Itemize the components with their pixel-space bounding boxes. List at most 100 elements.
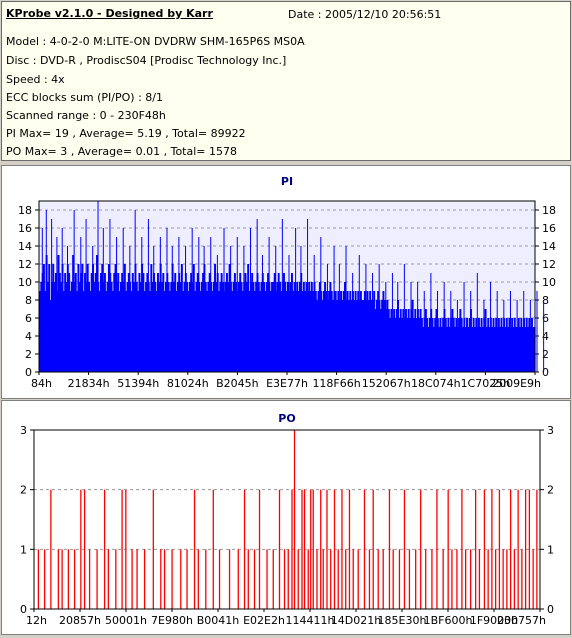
pi-bar <box>162 273 165 372</box>
pi-bar <box>142 273 145 372</box>
pi-bar <box>126 282 129 372</box>
pi-bar <box>458 318 461 372</box>
pi-bar <box>182 291 185 372</box>
pi-bar <box>84 273 87 372</box>
pi-bar <box>89 291 92 372</box>
pi-bar <box>100 273 102 372</box>
pi-bar <box>448 327 451 372</box>
pi-bar <box>76 291 79 372</box>
pi-bar <box>383 300 386 372</box>
pi-bar <box>284 282 287 372</box>
pi-bar <box>155 291 158 372</box>
pi-bar <box>393 309 396 372</box>
pi-bar <box>237 282 240 372</box>
pi-bar <box>204 282 207 372</box>
pi-bar <box>290 273 293 372</box>
pi-bar <box>218 291 220 372</box>
pi-bar <box>247 264 250 372</box>
x-tick-label: 152067h <box>362 377 411 390</box>
pi-bar <box>58 273 61 372</box>
x-tick-label: 2009E9h <box>492 377 541 390</box>
pi-bar <box>267 273 270 372</box>
y-tick-label-left: 0 <box>20 603 27 616</box>
pi-bar <box>227 282 230 372</box>
pi-bar <box>467 327 470 372</box>
pi-bar <box>312 291 315 372</box>
x-tick-label: 21834h <box>68 377 110 390</box>
pi-bar <box>292 291 295 372</box>
pi-bar <box>252 282 255 372</box>
pi-bar <box>389 318 392 372</box>
pi-bar <box>167 282 170 372</box>
pi-bar <box>200 282 203 372</box>
pi-bar <box>240 282 243 372</box>
pi-bar <box>454 327 457 372</box>
pi-bar <box>78 282 81 372</box>
pi-bar <box>176 282 179 372</box>
pi-bar <box>355 300 358 372</box>
y-tick-label-right: 0 <box>542 366 549 379</box>
pi-stats: PI Max= 19 , Average= 5.19 , Total= 8992… <box>6 127 246 140</box>
y-tick-label-left: 14 <box>18 240 32 253</box>
pi-bar <box>276 282 279 372</box>
pi-bar <box>96 255 98 372</box>
pi-bar <box>505 318 508 372</box>
pi-bar <box>369 291 372 372</box>
scan-date: Date : 2005/12/10 20:56:51 <box>288 8 442 21</box>
pi-bar <box>117 273 120 372</box>
pi-bar <box>500 318 503 372</box>
pi-bar <box>264 291 267 372</box>
pi-bar <box>373 291 376 372</box>
y-tick-label-right: 6 <box>542 312 549 325</box>
pi-bar <box>168 291 171 372</box>
y-tick-label-right: 2 <box>547 484 554 497</box>
x-tick-label: B2045h <box>216 377 259 390</box>
pi-bar <box>499 327 502 372</box>
pi-bar <box>192 264 195 372</box>
speed-info: Speed : 4x <box>6 73 65 86</box>
pi-bar <box>521 327 524 372</box>
pi-bar <box>287 282 289 372</box>
pi-bar <box>245 282 248 372</box>
pi-bar <box>98 291 101 372</box>
pi-bar <box>114 264 117 372</box>
pi-bar <box>342 291 345 372</box>
pi-bar <box>399 309 402 372</box>
pi-bar <box>298 282 301 372</box>
pi-bar <box>447 318 450 372</box>
pi-bar <box>344 282 346 372</box>
pi-bar <box>46 282 49 372</box>
pi-bar <box>90 273 93 372</box>
pi-bar <box>60 282 63 372</box>
pi-bar <box>163 291 166 372</box>
x-tick-label: E02E2h <box>243 614 285 627</box>
pi-bar <box>82 291 85 372</box>
plot-frame <box>33 429 541 610</box>
pi-bar <box>196 273 199 372</box>
disc-info: Disc : DVD-R , ProdiscS04 [Prodisc Techn… <box>6 54 287 67</box>
pi-bar <box>473 327 476 372</box>
pi-bar <box>127 273 130 372</box>
pi-bar <box>301 291 304 372</box>
pi-bar <box>119 282 122 372</box>
pi-bar <box>452 318 455 372</box>
pi-bar <box>207 282 210 372</box>
pi-bar <box>353 300 356 372</box>
y-tick-label-left: 8 <box>25 294 32 307</box>
pi-bar <box>118 291 121 372</box>
pi-bar <box>440 327 443 372</box>
pi-bar <box>259 291 262 372</box>
y-tick-label-right: 1 <box>547 543 554 556</box>
y-tick-label-left: 12 <box>18 258 32 271</box>
pi-bar <box>411 300 414 372</box>
pi-bar <box>164 282 167 372</box>
pi-bar <box>334 291 337 372</box>
pi-bar <box>485 327 488 372</box>
pi-bar <box>472 318 475 372</box>
pi-bar <box>211 291 214 372</box>
y-tick-label-left: 2 <box>20 484 27 497</box>
pi-bar <box>379 309 382 372</box>
pi-bar <box>459 309 462 372</box>
pi-bar <box>161 282 163 372</box>
y-tick-label-right: 14 <box>542 240 556 253</box>
